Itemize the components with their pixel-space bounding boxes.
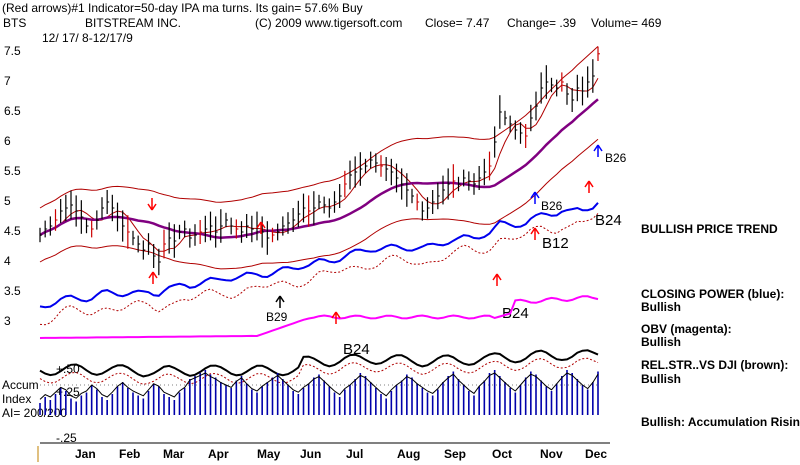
month-label: Feb [119, 447, 140, 461]
company-name: BITSTREAM INC. [85, 16, 181, 30]
close-value: Close= 7.47 [425, 16, 490, 30]
cp-title: CLOSING POWER (blue): [641, 287, 784, 301]
closing-power-ma-line [39, 213, 599, 326]
obv-title: OBV (magenta): [641, 322, 732, 336]
blue-arrow-icon [530, 191, 540, 204]
moving-average-line [39, 98, 599, 239]
signal-label: B26 [541, 199, 563, 213]
month-label: Oct [492, 447, 512, 461]
copyright: (C) 2009 www.tigersoft.com [255, 16, 402, 30]
upper-band-line [39, 46, 599, 209]
price-tick: 6.5 [4, 104, 21, 118]
ai-label: AI= 200/200 [2, 406, 67, 420]
month-label: Sep [444, 447, 466, 461]
lower-band-line [39, 138, 599, 270]
rel-status: Bullish [641, 372, 681, 386]
month-label: Jul [346, 447, 363, 461]
rel-strength-ma-line [39, 357, 599, 385]
ticker-label: BTS [3, 16, 26, 30]
month-label: Jan [75, 447, 96, 461]
black-arrow-icon [275, 295, 285, 308]
red-arrow-icon [530, 227, 540, 240]
price-tick: 7.5 [4, 44, 21, 58]
trend-label: BULLISH PRICE TREND [641, 222, 778, 236]
red-arrow-icon [492, 273, 502, 286]
price-tick: 7 [4, 74, 11, 88]
accum-label: Accum [2, 378, 39, 392]
rel-strength-line [39, 349, 599, 378]
closing-power-line [39, 202, 599, 309]
signal-label: B24 [595, 212, 622, 229]
red-arrow-icon [256, 221, 266, 234]
short-ma-line [39, 77, 599, 252]
signal-label: B26 [605, 151, 627, 165]
month-labels: Jan Feb Mar Apr May Jun Jul Aug Sep Oct … [75, 447, 607, 461]
signal-label: B24 [343, 341, 370, 358]
price-tick: 5.5 [4, 164, 21, 178]
accum-tick: -.25 [56, 431, 77, 445]
obv-status: Bullish [641, 335, 681, 349]
cp-status: Bullish [641, 300, 681, 314]
signal-label: B12 [542, 235, 569, 252]
red-arrow-icon [331, 311, 341, 324]
blue-arrow-icon [593, 144, 603, 157]
month-label: May [257, 447, 281, 461]
accum-status: Bullish: Accumulation Rising [641, 415, 800, 429]
plot-area [39, 46, 603, 415]
signal-label: B24 [502, 305, 529, 322]
red-arrow-icon [147, 198, 157, 211]
accum-ma-line [39, 372, 599, 400]
obv-line [39, 295, 599, 339]
signal-label: B29 [266, 310, 288, 324]
volume-value: Volume= 469 [591, 16, 662, 30]
price-tick: 5 [4, 194, 11, 208]
month-label: Mar [163, 447, 185, 461]
month-label: Jun [300, 447, 321, 461]
red-arrow-icon [148, 271, 158, 284]
month-label: Nov [540, 447, 563, 461]
rel-title: REL.STR..VS DJI (brown): [641, 358, 788, 372]
price-tick: 3 [4, 314, 11, 328]
header-line1: (Red arrows)#1 Indicator=50-day IPA ma t… [2, 1, 363, 15]
price-tick: 4.5 [4, 224, 21, 238]
month-label: Aug [397, 447, 420, 461]
month-label: Apr [208, 447, 229, 461]
price-tick: 4 [4, 254, 11, 268]
price-tick: 6 [4, 134, 11, 148]
change-value: Change= .39 [507, 16, 576, 30]
red-arrow-icon [584, 180, 594, 193]
price-tick: 3.5 [4, 284, 21, 298]
month-label: Dec [585, 447, 607, 461]
index-label: Index [2, 392, 31, 406]
date-range: 12/ 17/ 8-12/17/9 [42, 31, 133, 45]
